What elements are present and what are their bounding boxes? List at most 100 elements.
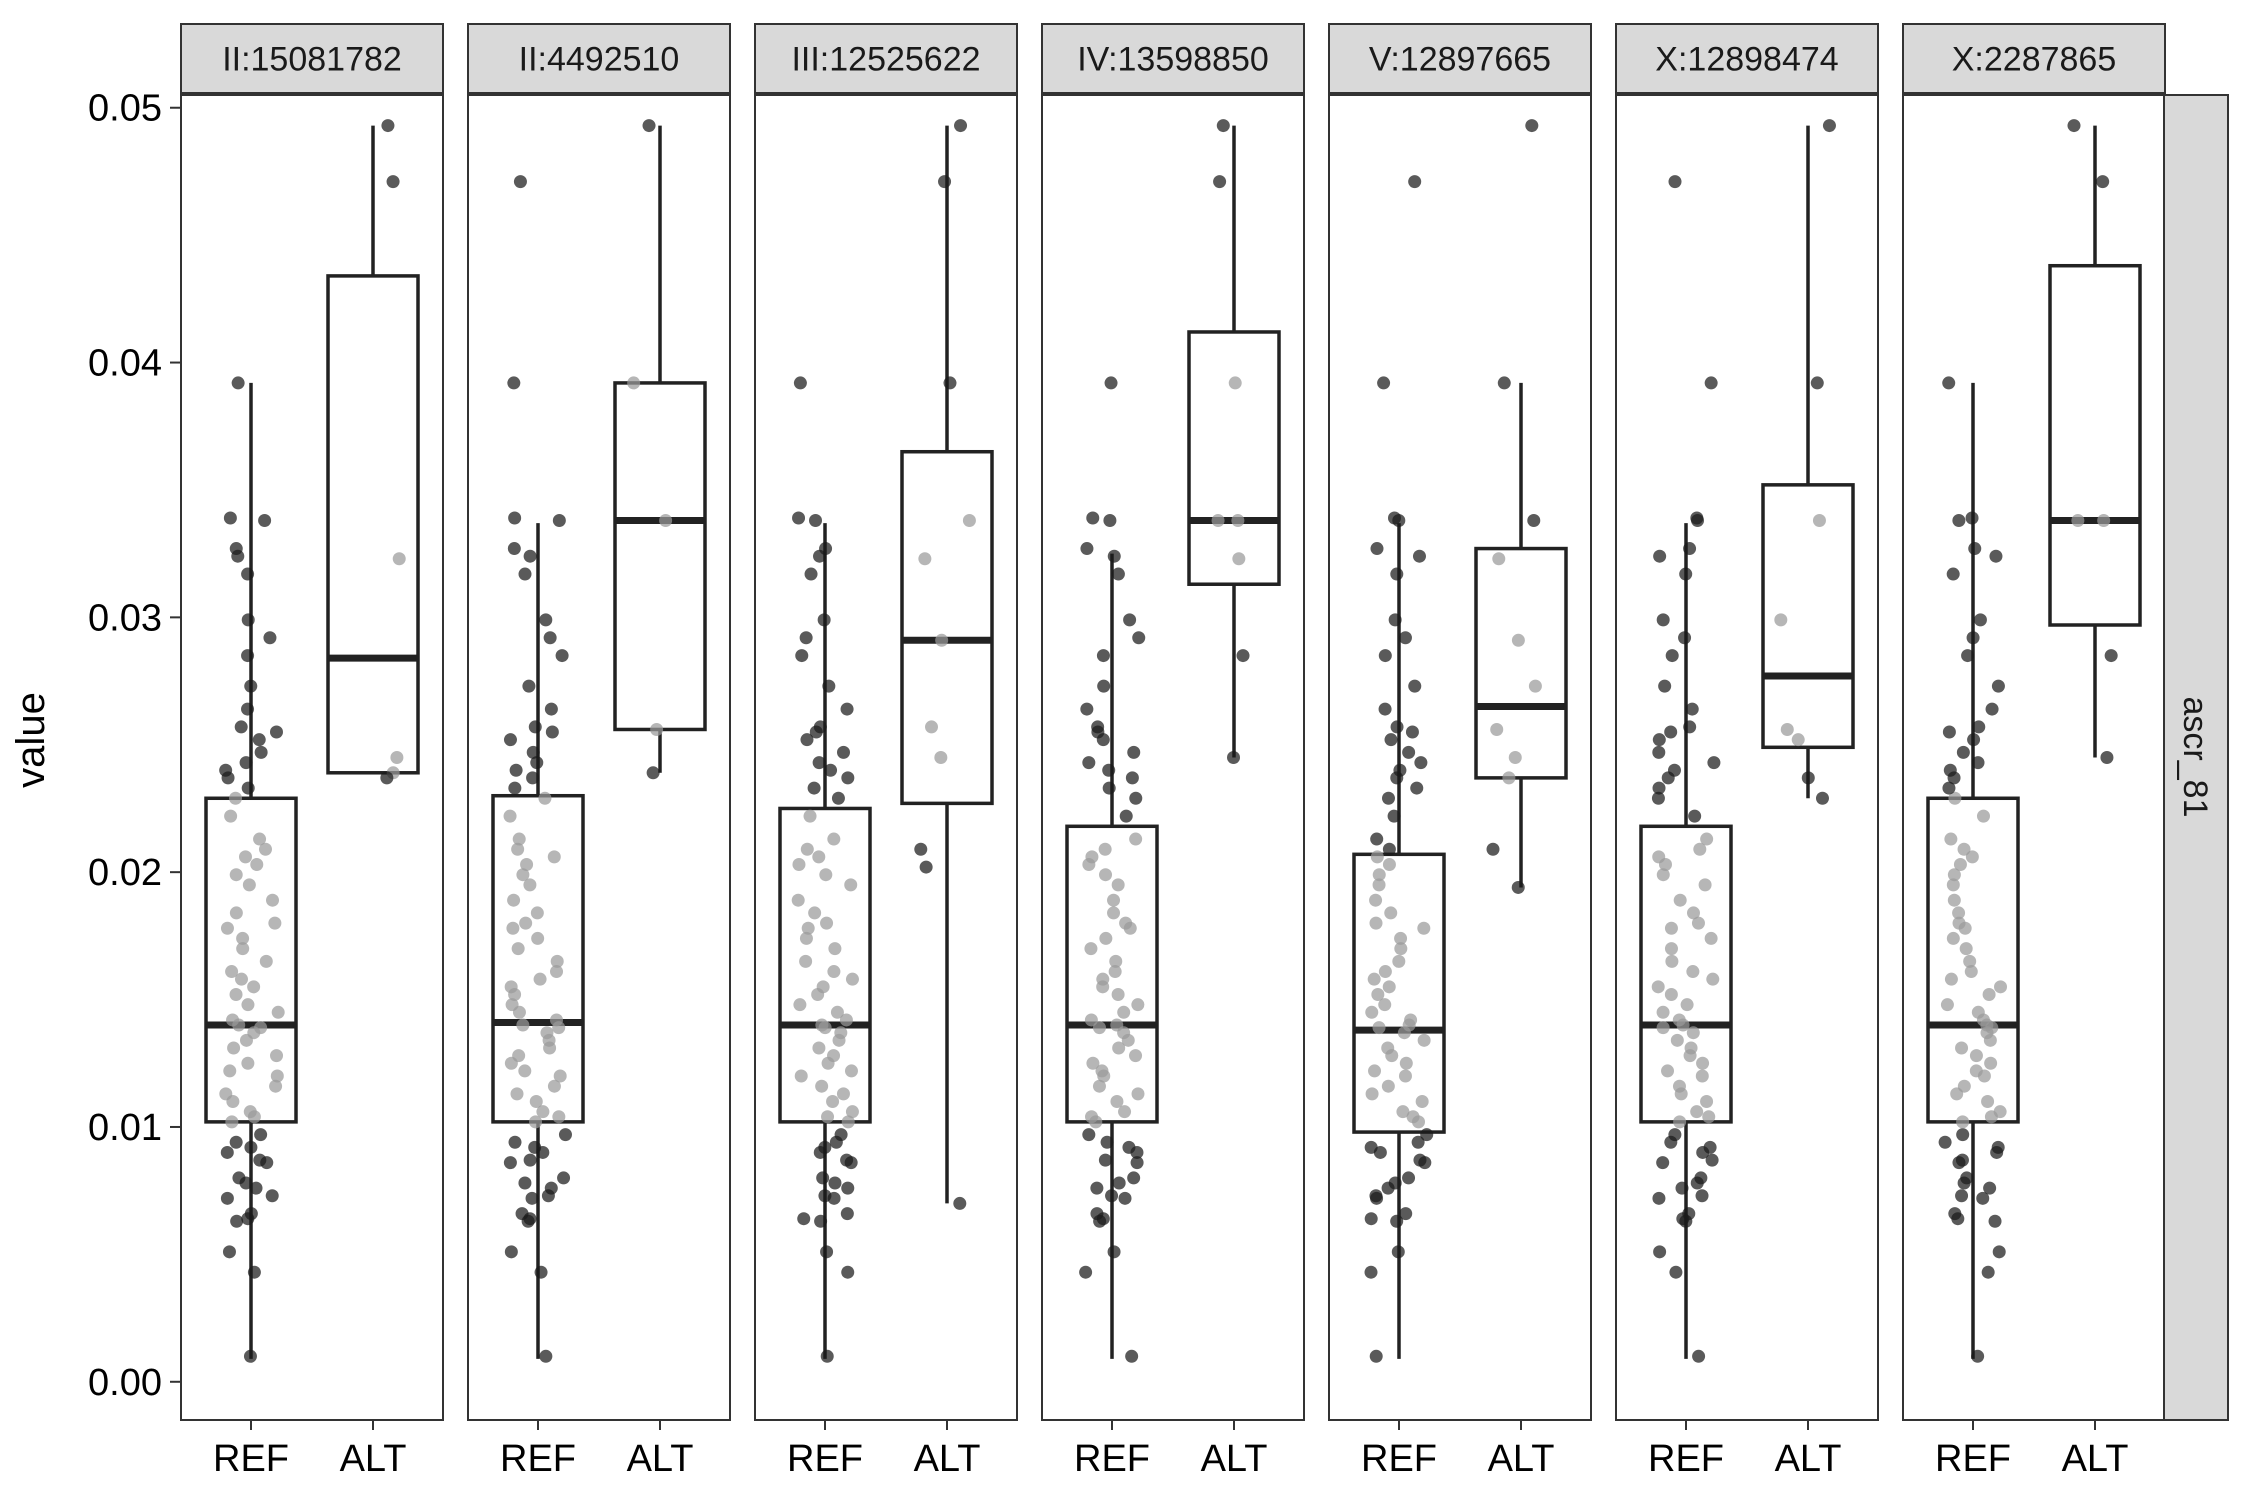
- ref-data-point: [816, 1171, 830, 1185]
- alt-data-point: [1812, 514, 1826, 528]
- alt-data-point: [1232, 552, 1246, 566]
- ref-data-point: [1394, 942, 1408, 956]
- ref-data-point: [263, 631, 277, 645]
- ref-data-point: [1372, 878, 1386, 892]
- ref-data-point: [1992, 1245, 2006, 1259]
- ref-data-point: [1691, 916, 1705, 930]
- ref-data-point: [247, 980, 261, 994]
- alt-data-point: [925, 720, 939, 734]
- ref-data-point: [1086, 1056, 1100, 1070]
- ref-data-point: [269, 725, 283, 739]
- x-tick-label-ref: REF: [1648, 1438, 1724, 1480]
- alt-data-point: [1502, 771, 1516, 785]
- ref-data-point: [1378, 649, 1392, 663]
- ref-data-point: [1364, 1265, 1378, 1279]
- ref-data-point: [227, 1041, 241, 1055]
- y-tick-label: 0.01: [88, 1107, 162, 1149]
- ref-data-point: [504, 980, 518, 994]
- ref-data-point: [1415, 1094, 1429, 1108]
- ref-data-point: [552, 514, 566, 528]
- ref-data-point: [1417, 921, 1431, 935]
- ref-data-point: [268, 916, 282, 930]
- ref-data-point: [555, 649, 569, 663]
- ref-data-point: [254, 745, 268, 759]
- ref-data-point: [1971, 1349, 1985, 1363]
- ref-data-point: [1946, 931, 1960, 945]
- ref-data-point: [1369, 893, 1383, 907]
- ref-data-point: [1412, 549, 1426, 563]
- ref-data-point: [506, 921, 520, 935]
- ref-data-point: [1661, 1064, 1675, 1078]
- ref-data-point: [511, 942, 525, 956]
- ref-data-point: [243, 1105, 257, 1119]
- ref-data-point: [824, 763, 838, 777]
- row-strip-background: [2163, 94, 2229, 1421]
- ref-data-point: [1680, 998, 1694, 1012]
- alt-data-point: [1497, 376, 1511, 390]
- ref-data-point: [1675, 1181, 1689, 1195]
- ref-data-point: [1091, 720, 1105, 734]
- ref-data-point: [1706, 972, 1720, 986]
- ref-data-point: [1682, 1207, 1696, 1221]
- ref-data-point: [1669, 1265, 1683, 1279]
- ref-data-point: [836, 1087, 850, 1101]
- ref-data-point: [1131, 1087, 1145, 1101]
- ref-data-point: [543, 631, 557, 645]
- ref-data-point: [1664, 725, 1678, 739]
- ref-data-point: [1652, 781, 1666, 795]
- ref-data-point: [1082, 1128, 1096, 1142]
- ref-data-point: [523, 878, 537, 892]
- ref-data-point: [1982, 987, 1996, 1001]
- ref-data-point: [1692, 1349, 1706, 1363]
- ref-data-point: [539, 613, 553, 627]
- ref-data-point: [1109, 954, 1123, 968]
- ref-data-point: [1384, 733, 1398, 747]
- ref-data-point: [550, 954, 564, 968]
- ref-data-point: [799, 631, 813, 645]
- ref-data-point: [1406, 1110, 1420, 1124]
- ref-data-point: [1108, 965, 1122, 979]
- ref-data-point: [1656, 1005, 1670, 1019]
- ref-data-point: [1976, 1191, 1990, 1205]
- alt-data-point: [1213, 175, 1227, 189]
- ref-data-point: [1092, 1079, 1106, 1093]
- ref-data-point: [1399, 1207, 1413, 1221]
- ref-data-point: [839, 1013, 853, 1027]
- ref-data-point: [236, 931, 250, 945]
- facet-panel: II:4492510 REF ALT: [467, 23, 731, 1480]
- alt-data-point: [962, 514, 976, 528]
- alt-box: [613, 381, 707, 732]
- facet-strip-label: III:12525622: [791, 41, 980, 79]
- ref-data-point: [550, 965, 564, 979]
- ref-data-point: [1668, 1128, 1682, 1142]
- alt-data-point: [659, 514, 673, 528]
- ref-data-point: [512, 1049, 526, 1063]
- ref-data-point: [834, 1026, 848, 1040]
- ref-data-point: [1132, 631, 1146, 645]
- ref-data-point: [1702, 1110, 1716, 1124]
- ref-data-point: [819, 542, 833, 556]
- ref-data-point: [1381, 791, 1395, 805]
- ref-data-point: [801, 921, 815, 935]
- ref-data-point: [1672, 1079, 1686, 1093]
- facet-strip: [467, 23, 731, 94]
- ref-data-point: [1098, 1153, 1112, 1167]
- ref-data-point: [1417, 1033, 1431, 1047]
- ref-data-point: [1370, 542, 1384, 556]
- ref-data-point: [1381, 1079, 1395, 1093]
- ref-data-point: [1103, 514, 1117, 528]
- ref-data-point: [797, 1212, 811, 1226]
- alt-data-point: [1216, 119, 1230, 133]
- ref-data-point: [1127, 1171, 1141, 1185]
- ref-data-point: [816, 980, 830, 994]
- ref-data-point: [813, 720, 827, 734]
- ref-data-point: [1420, 1128, 1434, 1142]
- ref-data-point: [1388, 1176, 1402, 1190]
- ref-data-point: [1966, 631, 1980, 645]
- ref-data-point: [1696, 1056, 1710, 1070]
- ref-data-point: [1983, 1181, 1997, 1195]
- facet-panel: II:15081782 REF ALT: [180, 23, 444, 1480]
- ref-data-point: [558, 1128, 572, 1142]
- ref-data-point: [231, 376, 245, 390]
- ref-data-point: [1947, 893, 1961, 907]
